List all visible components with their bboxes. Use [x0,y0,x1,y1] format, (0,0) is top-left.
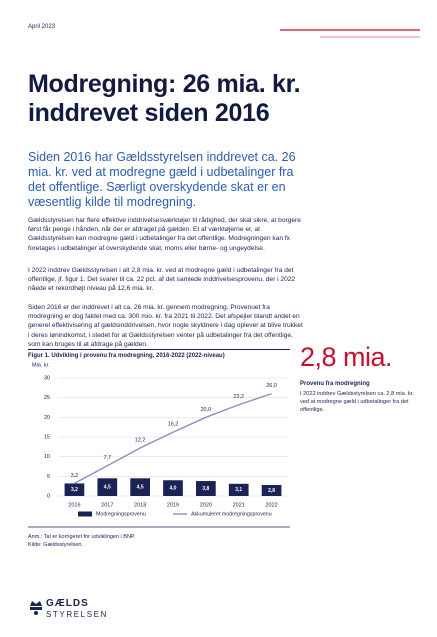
x-tick-label: 2018 [134,502,146,508]
line-value-label: 3,2 [71,473,79,479]
bar-value-label: 3,2 [71,487,78,493]
x-tick-label: 2021 [233,502,245,508]
date: April 2023 [28,24,56,30]
highlight-title: Provenu fra modregning [300,381,370,387]
x-tick-label: 2019 [167,502,179,508]
legend-label: Modregningsprovenu [96,511,146,517]
line [74,393,272,485]
line-value-label: 16,2 [168,422,179,428]
line-value-label: 7,7 [103,455,111,461]
bar-value-label: 4,5 [104,484,111,490]
legend-label: Akkumuleret modregningsprovenu [191,511,272,517]
bar [130,478,150,496]
note: Anm.: Tal er korrigeret for udviklingen … [28,534,136,540]
bar [228,483,249,496]
paragraph: I 2022 inddrev Gældsstyrelsen i alt 2,8 … [28,267,296,293]
bar-value-label: 2,8 [268,488,275,494]
header-decor [280,29,420,38]
bar [163,480,183,496]
source: Kilde: Gældsstyrelsen. [28,542,84,548]
line-value-label: 20,0 [200,407,211,413]
y-tick-label: 20 [44,415,50,421]
bar-value-label: 3,1 [235,487,242,493]
bar-value-label: 3,8 [202,486,209,492]
legend-swatch [78,511,92,517]
line-value-label: 12,2 [135,437,146,443]
highlight-text: I 2022 inddrev Gældsstyrelsen ca. 2,8 mi… [300,391,414,413]
x-tick-label: 2017 [101,502,113,508]
bar-value-label: 4,0 [170,485,177,491]
paragraph: Gældsstyrelsen har flere effektive inddr… [28,217,301,252]
y-tick-label: 25 [44,395,50,401]
bar [64,483,85,496]
bar-value-label: 4,5 [137,484,144,490]
logo-text: GÆLDS [46,598,89,609]
figure-title: Figur 1. Udvikling i provenu fra modregn… [28,349,290,359]
y-axis-label: Mia. kr. [32,362,50,368]
x-tick-label: 2016 [68,502,80,508]
x-tick-label: 2020 [200,502,212,508]
x-tick-label: 2022 [265,502,277,508]
highlight-value: 2,8 mia. [300,342,393,372]
y-tick-label: 30 [44,375,50,381]
page-title: Modregning: 26 mia. kr. inddrevet siden … [28,70,301,127]
chart: Mia. kr. 0 5 10 15 20 25 30 2016 2017 2018 2019 2020… [28,362,290,528]
y-tick-label: 10 [44,454,50,460]
lead: Siden 2016 har Gældsstyrelsen inddrevet … [28,150,296,209]
y-tick-label: 5 [47,474,50,480]
line-value-label: 23,2 [233,394,244,400]
paragraph: Siden 2016 er der inddrevet i alt ca. 26… [28,304,303,348]
bar [261,484,282,496]
line-value-label: 26,0 [266,383,277,389]
bar [196,481,216,496]
y-tick-label: 15 [44,434,50,440]
logo-crown [30,601,42,615]
bar [97,478,118,496]
logo-text: STYRELSEN [46,610,108,619]
y-tick-label: 0 [47,493,50,499]
